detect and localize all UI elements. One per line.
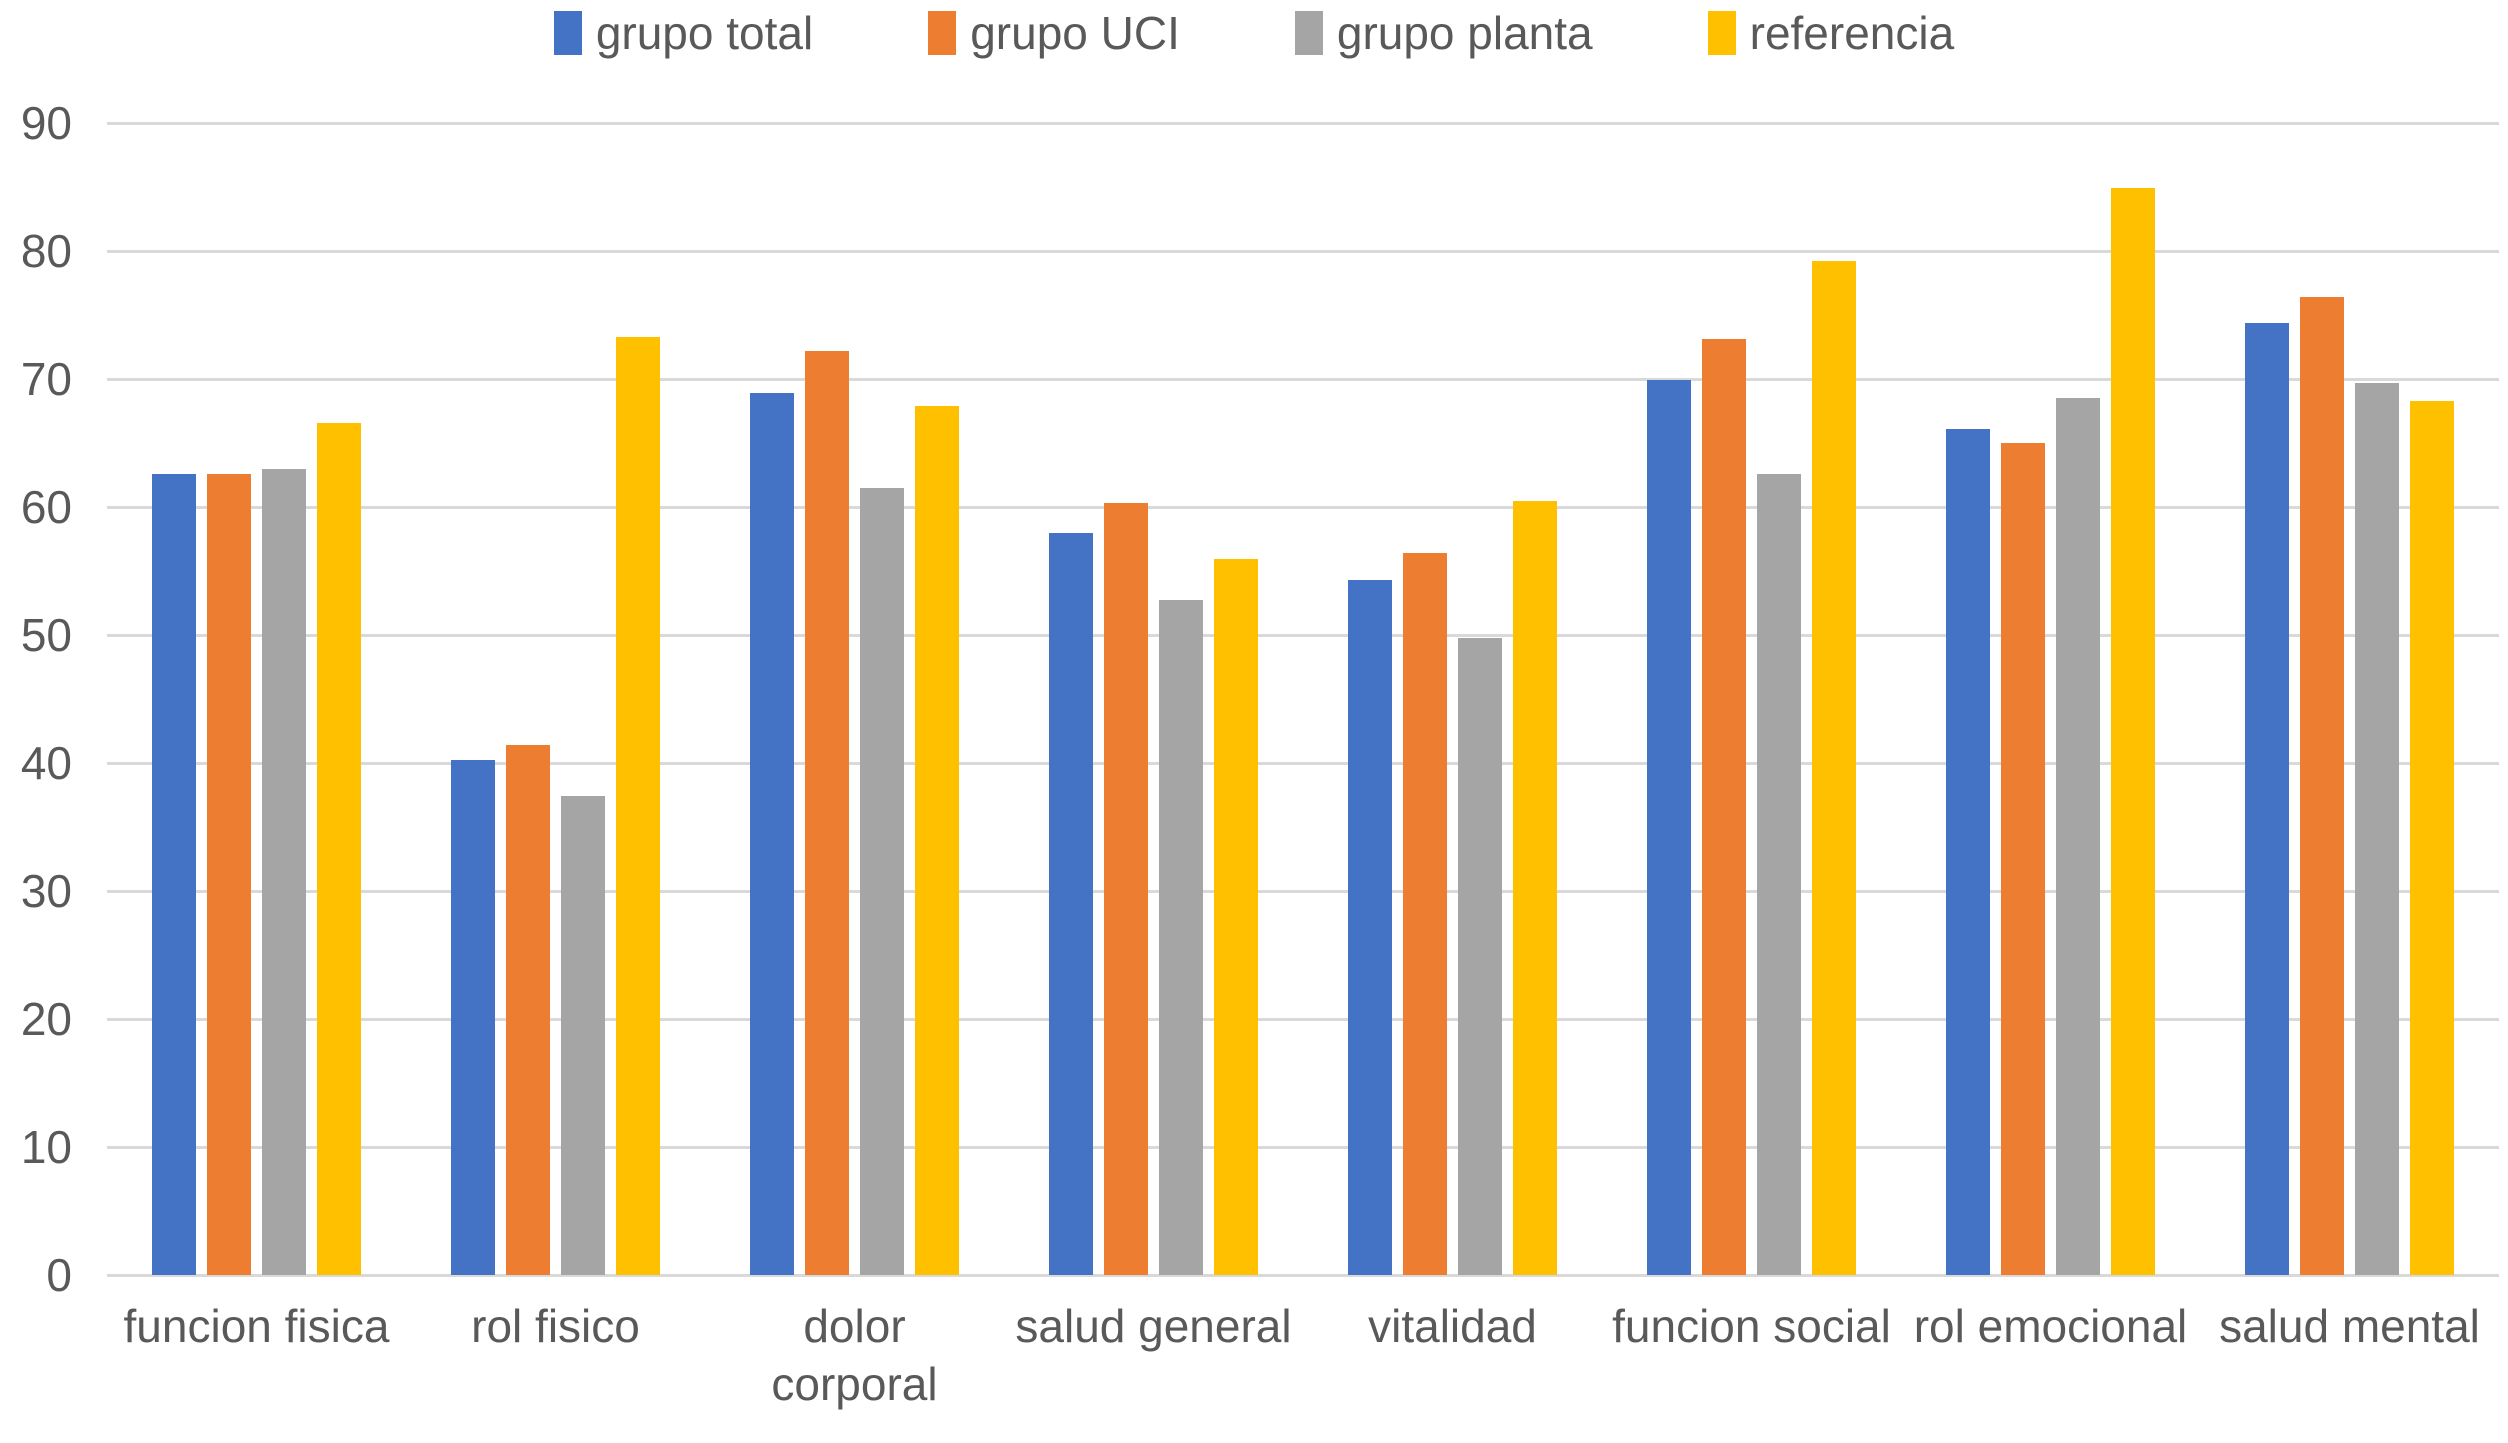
bar-grupo-uci-dolor-corporal: [805, 350, 849, 1275]
x-category-label-funcion-social: funcion social: [1602, 1297, 1901, 1413]
bar-referencia-dolor-corporal: [915, 405, 959, 1275]
bar-group-dolor-corporal: [705, 123, 1004, 1275]
legend-item-grupo-planta: grupo planta: [1294, 7, 1593, 59]
bar-grupo-planta-funcion-fisica: [262, 468, 306, 1275]
bar-group-vitalidad: [1303, 123, 1602, 1275]
x-category-label-funcion-fisica: funcion fisica: [107, 1297, 406, 1413]
bar-grupo-total-funcion-social: [1647, 380, 1691, 1275]
bar-referencia-funcion-social: [1812, 261, 1856, 1275]
bar-grupo-uci-funcion-fisica: [207, 473, 251, 1275]
y-tick-label-50: 50: [20, 609, 72, 661]
bar-grupo-uci-salud-mental: [2300, 297, 2344, 1275]
bar-referencia-rol-emocional: [2111, 188, 2155, 1275]
gridline-40: [107, 761, 2499, 765]
bar-grupo-total-rol-fisico: [451, 760, 495, 1275]
bar-grupo-planta-salud-mental: [2355, 382, 2399, 1275]
x-axis: funcion fisica rol fisico dolor corporal sa…: [107, 1297, 2499, 1413]
y-tick-label-20: 20: [20, 993, 72, 1045]
gridline-0: [107, 1273, 2499, 1277]
x-category-label-text: vitalidad: [1368, 1300, 1537, 1352]
y-tick-label-80: 80: [20, 225, 72, 277]
y-tick-label-10: 10: [20, 1121, 72, 1173]
x-category-label-text: rol emocional: [1913, 1300, 2188, 1352]
x-category-label-text: salud mental: [2219, 1300, 2480, 1352]
bar-group-funcion-social: [1602, 123, 1901, 1275]
x-category-label-dolor-corporal: dolor corporal: [705, 1297, 1004, 1413]
bar-grupo-uci-funcion-social: [1702, 339, 1746, 1275]
bar-grupo-planta-vitalidad: [1458, 637, 1502, 1275]
bar-grupo-planta-rol-emocional: [2056, 398, 2100, 1275]
x-category-label-rol-fisico: rol fisico: [406, 1297, 705, 1413]
gridline-90: [107, 121, 2499, 125]
legend-item-grupo-total: grupo total: [553, 7, 814, 59]
x-category-label-text: dolor corporal: [771, 1300, 938, 1410]
x-category-label-text: rol fisico: [471, 1300, 640, 1352]
x-category-label-text: salud general: [1015, 1300, 1292, 1352]
x-category-label-text: funcion fisica: [123, 1300, 390, 1352]
bar-group-rol-fisico: [406, 123, 705, 1275]
bar-grupo-planta-funcion-social: [1757, 473, 1801, 1275]
legend: grupo total grupo UCI grupo planta referenc…: [0, 4, 2508, 62]
legend-label: referencia: [1749, 7, 1955, 59]
bar-grupo-total-salud-general: [1049, 532, 1093, 1275]
bar-grupo-total-dolor-corporal: [750, 393, 794, 1275]
bar-grupo-uci-salud-general: [1104, 503, 1148, 1275]
plot-area: [107, 121, 2499, 1277]
y-tick-label-70: 70: [20, 353, 72, 405]
bar-grupo-total-vitalidad: [1348, 579, 1392, 1275]
legend-label: grupo UCI: [970, 7, 1180, 59]
y-tick-label-90: 90: [20, 97, 72, 149]
bar-grupo-total-funcion-fisica: [152, 473, 196, 1275]
x-category-label-salud-mental: salud mental: [2200, 1297, 2499, 1413]
bar-referencia-rol-fisico: [616, 336, 660, 1275]
bar-grupo-total-salud-mental: [2245, 322, 2289, 1275]
legend-item-grupo-uci: grupo UCI: [928, 8, 1180, 58]
bar-referencia-vitalidad: [1513, 500, 1557, 1275]
gridline-50: [107, 633, 2499, 637]
y-axis: 0 10 20 30 40 50 60 70 80 90: [0, 97, 72, 1301]
bar-group-salud-general: [1004, 123, 1303, 1275]
x-category-label-salud-general: salud general: [1004, 1297, 1303, 1413]
bar-grupo-uci-vitalidad: [1403, 553, 1447, 1275]
y-tick-label-0: 0: [46, 1249, 72, 1301]
bar-grupo-planta-salud-general: [1159, 600, 1203, 1275]
gridline-60: [107, 505, 2499, 509]
gridline-80: [107, 249, 2499, 253]
legend-marker-icon: [553, 11, 582, 55]
bar-grupo-total-rol-emocional: [1946, 428, 1990, 1275]
x-category-label-vitalidad: vitalidad: [1303, 1297, 1602, 1413]
bar-referencia-salud-general: [1214, 559, 1258, 1275]
legend-marker-icon: [928, 11, 957, 55]
legend-label: grupo planta: [1336, 7, 1593, 59]
bar-referencia-salud-mental: [2410, 400, 2454, 1275]
bar-group-funcion-fisica: [107, 123, 406, 1275]
legend-marker-icon: [1707, 11, 1736, 55]
bar-group-rol-emocional: [1901, 123, 2200, 1275]
gridline-30: [107, 889, 2499, 893]
y-tick-label-40: 40: [20, 737, 72, 789]
gridline-20: [107, 1017, 2499, 1021]
x-category-label-rol-emocional: rol emocional: [1901, 1297, 2200, 1413]
gridline-10: [107, 1145, 2499, 1149]
bar-referencia-funcion-fisica: [317, 422, 361, 1275]
legend-marker-icon: [1294, 11, 1323, 55]
y-tick-label-60: 60: [20, 481, 72, 533]
bar-group-salud-mental: [2200, 123, 2499, 1275]
gridline-70: [107, 377, 2499, 381]
bar-grupo-planta-dolor-corporal: [860, 487, 904, 1275]
legend-label: grupo total: [595, 7, 814, 59]
legend-item-referencia: referencia: [1707, 7, 1955, 59]
bar-groups: [107, 123, 2499, 1275]
bar-grupo-uci-rol-emocional: [2001, 443, 2045, 1275]
y-tick-label-30: 30: [20, 865, 72, 917]
x-category-label-text: funcion social: [1612, 1300, 1891, 1352]
bar-grupo-planta-rol-fisico: [561, 796, 605, 1275]
bar-grupo-uci-rol-fisico: [506, 745, 550, 1275]
